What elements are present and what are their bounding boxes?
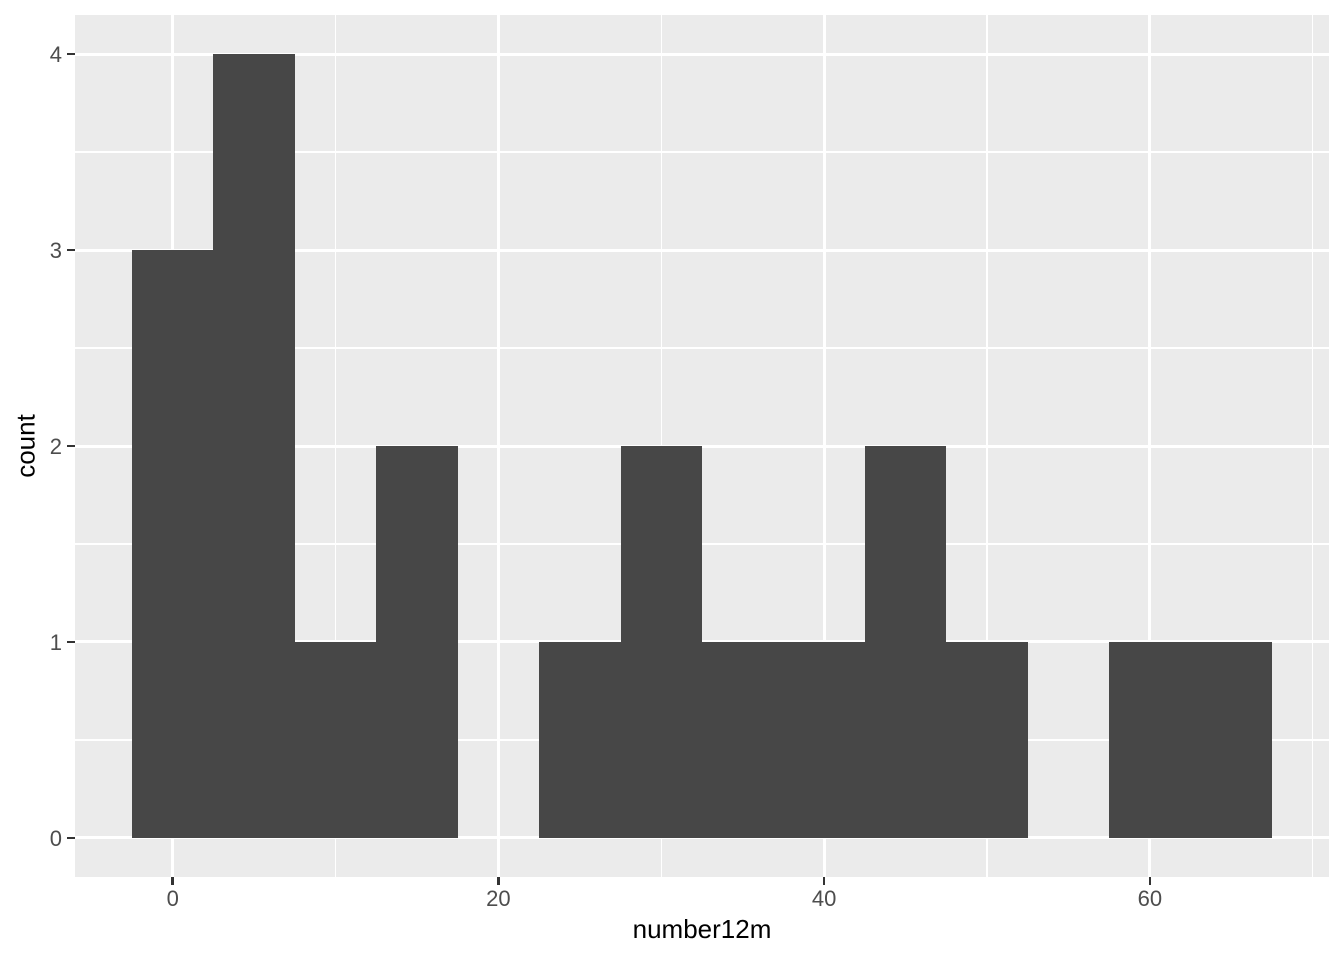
y-tick-mark <box>67 444 75 448</box>
histogram-bar <box>294 641 377 838</box>
histogram-bar <box>376 446 458 838</box>
gridline-y-major <box>75 248 1329 252</box>
y-tick-label: 3 <box>49 238 62 264</box>
histogram-bar <box>539 641 621 838</box>
histogram-bar <box>1190 641 1272 838</box>
x-tick-label: 0 <box>166 886 179 911</box>
histogram-bar <box>620 446 702 838</box>
y-tick-label: 1 <box>49 629 62 655</box>
gridline-y-major <box>75 52 1329 56</box>
gridline-y-major <box>75 444 1329 448</box>
histogram-bar <box>783 641 865 838</box>
gridline-y-minor <box>75 543 1329 545</box>
gridline-y-minor <box>75 347 1329 349</box>
gridline-y-major <box>75 836 1329 840</box>
x-tick-mark <box>822 877 826 885</box>
histogram-bar <box>213 54 295 838</box>
histogram-bar <box>702 641 784 838</box>
y-tick-mark <box>67 836 75 840</box>
gridline-y-minor <box>75 151 1329 153</box>
x-tick-mark <box>1148 877 1152 885</box>
histogram-bar <box>132 250 214 838</box>
histogram-bar <box>1109 641 1191 838</box>
x-tick-label: 20 <box>486 886 511 911</box>
y-tick-mark <box>67 248 75 252</box>
y-tick-mark <box>67 640 75 644</box>
x-tick-mark <box>171 877 174 885</box>
x-tick-label: 40 <box>811 886 837 911</box>
x-tick-mark <box>497 877 500 885</box>
y-tick-mark <box>67 52 75 56</box>
histogram-bar <box>864 446 947 838</box>
y-tick-label: 2 <box>49 434 62 459</box>
x-tick-label: 60 <box>1137 886 1163 911</box>
histogram-bar <box>946 641 1028 838</box>
y-tick-label: 0 <box>49 825 62 851</box>
plot-panel <box>75 15 1329 877</box>
x-axis-title: number12m <box>632 914 772 944</box>
y-tick-label: 4 <box>49 42 62 68</box>
